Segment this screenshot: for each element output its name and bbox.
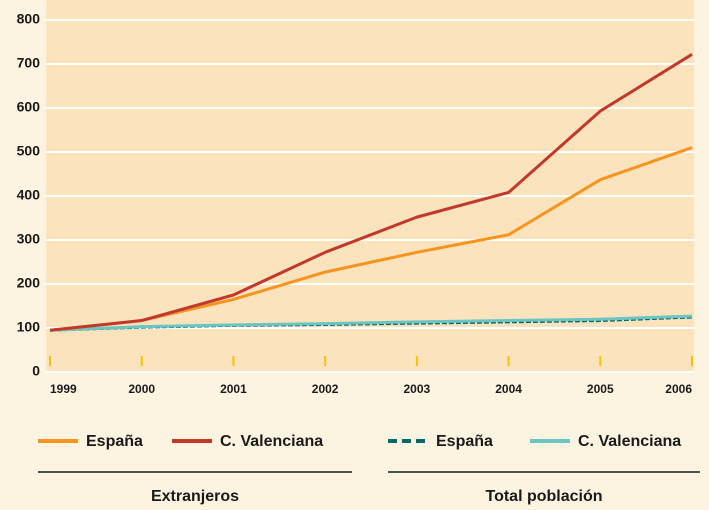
plot-area	[46, 0, 694, 372]
y-tick-label: 0	[32, 363, 40, 379]
y-tick-label: 100	[17, 319, 41, 335]
legend-label: C. Valenciana	[578, 433, 681, 450]
legend-group-title: Total población	[485, 488, 602, 505]
legend-label: España	[86, 433, 143, 450]
legend-label: España	[436, 433, 493, 450]
y-tick-label: 500	[17, 143, 41, 159]
y-tick-label: 600	[17, 99, 41, 115]
x-tick-label: 1999	[50, 382, 77, 396]
x-tick-label: 2006	[665, 382, 692, 396]
y-tick-label: 800	[17, 11, 41, 27]
legend-group-title: Extranjeros	[151, 488, 239, 505]
x-tick-label: 2001	[220, 382, 247, 396]
x-tick-label: 2002	[312, 382, 339, 396]
x-tick-label: 2004	[495, 382, 522, 396]
y-tick-label: 200	[17, 275, 41, 291]
y-tick-label: 700	[17, 55, 41, 71]
x-tick-label: 2005	[587, 382, 614, 396]
x-tick-label: 2000	[128, 382, 155, 396]
legend-label: C. Valenciana	[220, 433, 323, 450]
x-tick-label: 2003	[404, 382, 431, 396]
y-tick-label: 400	[17, 187, 41, 203]
y-tick-label: 300	[17, 231, 41, 247]
series-line	[49, 53, 693, 332]
series-line	[49, 314, 693, 332]
